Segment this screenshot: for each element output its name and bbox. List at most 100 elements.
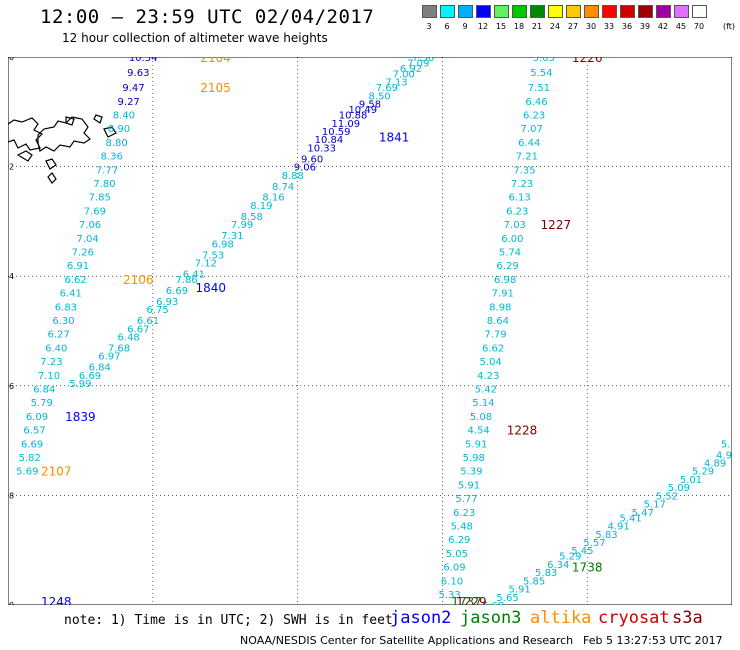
swh-value: 5.52 xyxy=(656,491,678,502)
scale-label: 18 xyxy=(513,22,525,31)
swh-value: 5.05 xyxy=(446,549,468,560)
swh-value: 7.85 xyxy=(89,193,111,204)
swh-value: 8.16 xyxy=(262,193,284,204)
pass-time: 1227 xyxy=(541,218,572,232)
scale-swatch xyxy=(440,5,455,18)
swh-value: 10.54 xyxy=(129,57,158,64)
scale-label: 3 xyxy=(426,22,432,31)
swh-value: 6.67 xyxy=(127,324,149,335)
scale-swatch xyxy=(566,5,581,18)
swh-value: 7.26 xyxy=(72,248,94,259)
swh-value: 6.62 xyxy=(482,343,504,354)
swh-value: 4.89 xyxy=(704,459,726,470)
swh-value: 7.23 xyxy=(511,179,533,190)
swh-value: 6.27 xyxy=(48,330,70,341)
scale-swatch xyxy=(638,5,653,18)
swh-value: 6.84 xyxy=(33,385,55,396)
swh-value: 11.09 xyxy=(332,119,361,130)
swh-value: 7.12 xyxy=(195,259,217,270)
swh-value: 8.74 xyxy=(272,182,294,193)
swh-observations: 10.54 9.63 9.47 9.27 8.40 8.90 8.80 8.36 7.77 7.8… xyxy=(16,57,732,605)
scale-swatch xyxy=(422,5,437,18)
pass-time-labels: 2104 2105 2106 2107 1841 1840 1839 1226 1227 1228… xyxy=(41,57,602,605)
swh-value: 8.80 xyxy=(105,138,127,149)
legend-jason2: jason2 xyxy=(390,608,452,628)
swh-value: 6.23 xyxy=(523,111,545,122)
scale-swatch xyxy=(692,5,707,18)
swh-value: 5.82 xyxy=(19,453,41,464)
swh-value: 5.29 xyxy=(559,552,581,563)
pass-time: 1229 xyxy=(456,595,487,605)
scale-label: 12 xyxy=(477,22,489,31)
swh-value: 5.48 xyxy=(451,522,473,533)
swh-value: 5.46 xyxy=(721,439,732,450)
swh-value: 6.57 xyxy=(23,426,45,437)
swh-value: 5.57 xyxy=(583,538,605,549)
swh-value: 6.29 xyxy=(448,535,470,546)
swh-value: 4.96 xyxy=(716,450,732,461)
swh-value: 7.91 xyxy=(492,289,514,300)
swh-value: 7.13 xyxy=(385,78,407,89)
swh-value: 5.99 xyxy=(69,379,91,390)
swh-value: 7.99 xyxy=(231,220,253,231)
swh-value: 6.30 xyxy=(52,316,74,327)
scale-label: 24 xyxy=(549,22,561,31)
swh-value: 7.21 xyxy=(516,152,538,163)
swh-value: 5.85 xyxy=(523,576,545,587)
swh-value: 6.29 xyxy=(496,261,518,272)
scale-label: 30 xyxy=(585,22,597,31)
swh-value: 5.41 xyxy=(620,513,642,524)
swh-value: 6.98 xyxy=(494,275,516,286)
swh-value: 6.23 xyxy=(453,508,475,519)
scale-swatch xyxy=(548,5,563,18)
swh-value: 8.88 xyxy=(282,171,304,182)
swh-value: 5.39 xyxy=(460,467,482,478)
swh-value: 10.84 xyxy=(315,135,344,146)
swh-value: 6.97 xyxy=(98,352,120,363)
scale-label: 27 xyxy=(567,22,579,31)
legend-s3a: s3a xyxy=(672,608,703,628)
swh-value: 6.34 xyxy=(547,560,569,571)
swh-value: 5.45 xyxy=(571,546,593,557)
swh-value: 9.47 xyxy=(122,83,144,94)
pass-time: 1228 xyxy=(507,424,538,438)
swh-value: 6.00 xyxy=(501,234,523,245)
swh-value: 5.01 xyxy=(680,475,702,486)
swh-value: 6.84 xyxy=(89,363,111,374)
swh-value: 6.10 xyxy=(441,576,463,587)
scale-swatch xyxy=(674,5,689,18)
swh-value: 7.53 xyxy=(202,250,224,261)
scale-swatch xyxy=(458,5,473,18)
scale-label: 6 xyxy=(444,22,450,31)
swh-value: 6.98 xyxy=(212,239,234,250)
swh-value: 4.91 xyxy=(607,522,629,533)
scale-label: 15 xyxy=(495,22,507,31)
pass-time: 1839 xyxy=(65,410,96,424)
credit-line: NOAA/NESDIS Center for Satellite Applica… xyxy=(240,634,574,647)
legend-altika: altika xyxy=(530,608,592,628)
swh-value: 6.23 xyxy=(506,206,528,217)
swh-value: 7.06 xyxy=(79,220,101,231)
pass-time: 1738 xyxy=(572,561,603,575)
scale-label: 70 xyxy=(693,22,705,31)
swh-value: 6.69 xyxy=(79,371,101,382)
swh-value: 8.50 xyxy=(369,91,391,102)
swh-value: 6.09 xyxy=(443,563,465,574)
swh-value: 6.46 xyxy=(525,97,547,108)
swh-value: 5.04 xyxy=(480,357,502,368)
swh-value: 4.23 xyxy=(477,371,499,382)
swh-value: 7.79 xyxy=(484,330,506,341)
swh-value: 7.03 xyxy=(504,220,526,231)
falkland-islands-coastline xyxy=(8,114,117,184)
scale-label: 39 xyxy=(639,22,651,31)
graticule: -60-57-54-51-48-45-50-52-54-56-58-60 xyxy=(8,57,732,605)
swh-value: 8.58 xyxy=(241,212,263,223)
swh-value: 6.41 xyxy=(183,269,205,280)
swh-value: 5.14 xyxy=(472,398,494,409)
scale-label: 33 xyxy=(603,22,615,31)
swh-value: 9.27 xyxy=(118,97,140,108)
swh-value: 6.09 xyxy=(26,412,48,423)
scale-label: 21 xyxy=(531,22,543,31)
swh-value: 7.10 xyxy=(38,371,60,382)
swh-value: 6.92 xyxy=(400,64,422,75)
